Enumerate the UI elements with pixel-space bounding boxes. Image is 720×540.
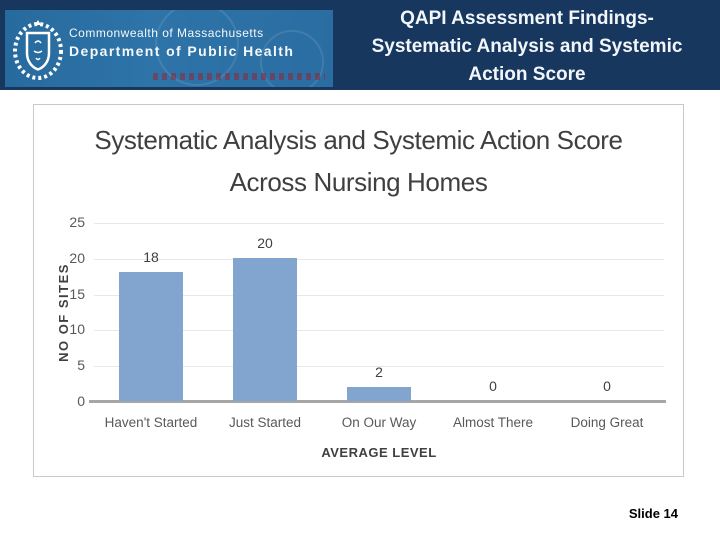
x-category-label: On Our Way bbox=[341, 415, 417, 430]
x-category-label: Doing Great bbox=[570, 415, 644, 430]
bar-just-started bbox=[233, 257, 297, 401]
gridline bbox=[94, 294, 664, 296]
org-name-line2: Department of Public Health bbox=[69, 43, 295, 59]
x-axis-title: AVERAGE LEVEL bbox=[321, 445, 437, 460]
y-tick-label: 10 bbox=[69, 321, 85, 338]
bar-value-label: 0 bbox=[489, 378, 497, 394]
gridline bbox=[94, 258, 664, 260]
bar-value-label: 18 bbox=[143, 249, 159, 266]
y-tick-label: 5 bbox=[77, 357, 85, 374]
state-seal-icon bbox=[13, 20, 63, 80]
bar-on-our-way bbox=[347, 386, 411, 401]
chart-title-line: Across Nursing Homes bbox=[229, 167, 488, 197]
bar-haven-t-started bbox=[119, 272, 183, 401]
banner-watermark-circle bbox=[155, 10, 239, 86]
chart-title-line: Systematic Analysis and Systemic Action … bbox=[94, 125, 623, 155]
y-tick-label: 15 bbox=[69, 285, 85, 302]
org-name-line1: Commonwealth of Massachusetts bbox=[69, 26, 264, 40]
slide-header: Commonwealth of Massachusetts Department… bbox=[0, 0, 720, 90]
slide-title-line: QAPI Assessment Findings- bbox=[400, 8, 654, 29]
bar-value-label: 20 bbox=[257, 234, 273, 251]
slide-title: QAPI Assessment Findings- Systematic Ana… bbox=[338, 5, 716, 89]
bar-value-label: 0 bbox=[603, 378, 611, 394]
x-category-label: Haven't Started bbox=[104, 415, 198, 430]
slide-title-line: Action Score bbox=[468, 64, 586, 85]
org-banner: Commonwealth of Massachusetts Department… bbox=[5, 10, 333, 87]
bar-chart-plot-area: 0 5 10 15 20 25 18 Haven't Started 20 Just Starte… bbox=[69, 214, 666, 430]
x-category-label: Almost There bbox=[452, 415, 534, 430]
gridline bbox=[94, 223, 664, 224]
y-tick-label: 25 bbox=[69, 214, 85, 230]
bar-value-label: 2 bbox=[375, 363, 383, 380]
y-tick-label: 0 bbox=[77, 393, 85, 409]
x-category-label: Just Started bbox=[228, 415, 302, 430]
banner-red-watermark bbox=[153, 73, 325, 80]
chart-title: Systematic Analysis and Systemic Action … bbox=[34, 119, 683, 203]
gridline bbox=[94, 330, 664, 332]
gridline bbox=[94, 366, 664, 368]
x-axis-line bbox=[89, 400, 666, 403]
y-tick-label: 20 bbox=[69, 249, 85, 266]
slide-title-line: Systematic Analysis and Systemic bbox=[371, 36, 683, 57]
chart-panel: Systematic Analysis and Systemic Action … bbox=[33, 104, 684, 477]
slide-number-label: Slide 14 bbox=[628, 506, 678, 521]
banner-watermark-circle bbox=[260, 30, 324, 87]
